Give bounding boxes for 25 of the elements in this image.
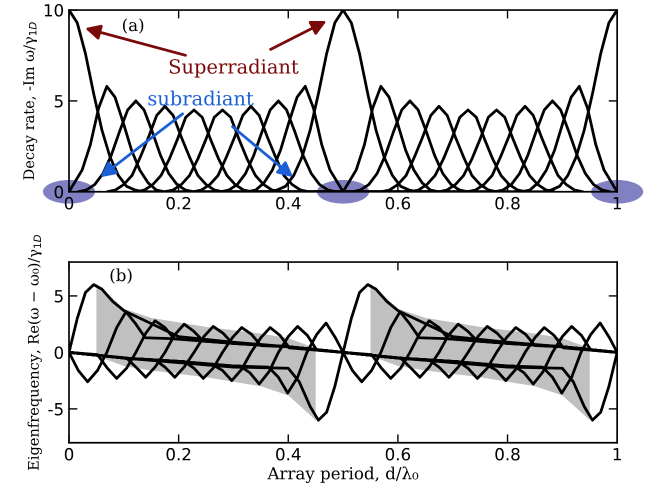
annotation: (b) xyxy=(110,268,132,284)
x-axis-title: Array period, d/λ₀ xyxy=(267,466,418,483)
x-tick-label: 1 xyxy=(614,197,621,210)
y-tick-label: 0 xyxy=(54,346,64,359)
y-tick-label: 10 xyxy=(44,4,64,17)
x-tick-label: 0.4 xyxy=(276,448,301,461)
x-tick-label: 1 xyxy=(614,448,621,460)
annotation: Superradiant xyxy=(170,58,299,78)
x-tick-label: 0.2 xyxy=(166,196,190,210)
y-tick-label: 5 xyxy=(54,290,63,302)
y-axis-title: Decay rate, -Im ω/γ$_{1D}$ xyxy=(23,22,38,180)
x-tick-label: 0.6 xyxy=(386,196,410,210)
y-tick-label: -5 xyxy=(48,403,63,416)
x-tick-label: 0.8 xyxy=(495,448,520,461)
y-tick-label: 0 xyxy=(54,186,64,198)
annotation: (a) xyxy=(122,18,144,34)
x-tick-label: 0 xyxy=(64,196,74,210)
x-tick-label: 0 xyxy=(64,448,74,461)
y-tick-label: 5 xyxy=(54,95,63,108)
y-axis-title: Eigenfrequency, Re(ω − ω₀)/γ$_{1D}$ xyxy=(28,234,42,470)
annotation: subradiant xyxy=(148,90,254,106)
x-tick-label: 0.4 xyxy=(276,196,301,210)
x-tick-label: 0.6 xyxy=(386,448,410,461)
x-tick-label: 0.2 xyxy=(166,448,190,461)
x-tick-label: 0.8 xyxy=(495,196,520,210)
